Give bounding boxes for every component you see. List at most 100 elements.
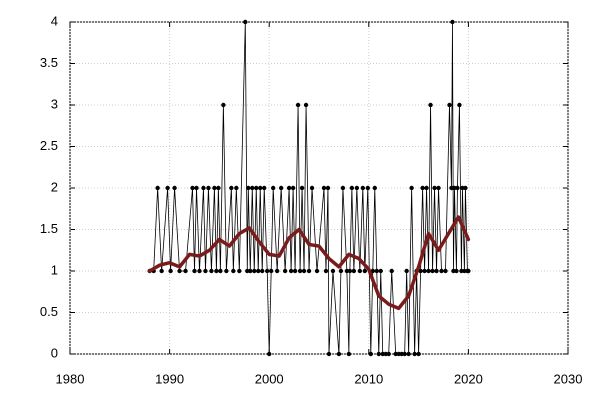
data-point (209, 268, 214, 274)
data-point (306, 268, 312, 274)
data-point (290, 185, 296, 191)
data-point (321, 185, 327, 191)
data-point (295, 102, 301, 108)
data-point (177, 268, 182, 274)
data-point (252, 268, 257, 274)
data-point (378, 268, 383, 274)
data-point (455, 185, 460, 191)
data-point (270, 185, 276, 191)
y-tick-label: 2 (51, 179, 58, 194)
data-point (301, 268, 307, 274)
y-tick-label: 4 (51, 13, 58, 28)
data-point (212, 185, 217, 191)
data-point (436, 185, 441, 191)
data-point (292, 268, 298, 274)
data-point (439, 268, 444, 274)
data-point (457, 102, 462, 108)
data-point (336, 351, 342, 357)
data-point (443, 268, 448, 274)
data-point (237, 268, 242, 274)
y-tick-label: 0 (51, 345, 58, 360)
data-point (282, 268, 288, 274)
data-point (221, 102, 226, 108)
data-point (224, 268, 229, 274)
data-point (229, 185, 234, 191)
data-point (406, 351, 411, 357)
data-point (288, 268, 294, 274)
data-point (349, 185, 355, 191)
x-tick-label: 2030 (554, 371, 583, 386)
data-point (194, 185, 199, 191)
data-point (454, 268, 459, 274)
data-point (214, 268, 219, 274)
data-point (323, 268, 329, 274)
data-point (330, 268, 336, 274)
y-tick-label: 1.5 (40, 221, 58, 236)
data-point (201, 185, 206, 191)
y-tick-label: 3 (51, 96, 58, 111)
data-point (402, 351, 407, 357)
data-point (254, 185, 259, 191)
y-tick-label: 2.5 (40, 138, 58, 153)
data-point (347, 268, 353, 274)
data-point (372, 185, 377, 191)
data-point (231, 268, 236, 274)
data-point (278, 185, 284, 191)
data-point (430, 268, 435, 274)
data-point (432, 185, 437, 191)
data-point (243, 19, 248, 25)
data-point (303, 102, 309, 108)
data-point (159, 268, 164, 274)
data-point (260, 268, 265, 274)
data-point (286, 185, 292, 191)
data-point (346, 351, 352, 357)
data-point (466, 268, 471, 274)
data-point (155, 185, 160, 191)
data-point (368, 351, 373, 357)
data-point (422, 268, 427, 274)
data-point (428, 102, 433, 108)
data-point (172, 185, 177, 191)
data-point (218, 268, 223, 274)
data-point (248, 268, 253, 274)
data-point (424, 185, 429, 191)
data-point (268, 268, 274, 274)
data-point (351, 268, 357, 274)
data-point (389, 268, 394, 274)
x-tick-label: 2010 (354, 371, 383, 386)
data-point (365, 185, 371, 191)
data-point (354, 185, 360, 191)
data-point (265, 268, 270, 274)
data-point (250, 185, 255, 191)
data-point (297, 268, 303, 274)
data-point (426, 268, 431, 274)
data-point (418, 268, 423, 274)
data-point (463, 185, 468, 191)
x-tick-label: 1980 (56, 371, 85, 386)
y-tick-label: 1 (51, 262, 58, 277)
data-point (326, 351, 332, 357)
data-point (309, 185, 315, 191)
data-point (267, 351, 272, 357)
data-point (434, 268, 439, 274)
data-point (416, 351, 421, 357)
data-point (376, 351, 381, 357)
y-tick-label: 0.5 (40, 304, 58, 319)
data-point (274, 268, 280, 274)
smooth-line (147, 215, 471, 311)
data-point (190, 185, 195, 191)
x-tick-label: 2020 (454, 371, 483, 386)
data-point (192, 268, 197, 274)
data-point (216, 185, 221, 191)
data-point (299, 185, 305, 191)
x-tick-label: 2000 (255, 371, 284, 386)
data-point (412, 351, 417, 357)
data-point (246, 185, 251, 191)
data-point (357, 268, 363, 274)
data-point (203, 268, 208, 274)
data-point (325, 185, 331, 191)
data-point (314, 268, 320, 274)
data-point (183, 268, 188, 274)
data-point (340, 185, 346, 191)
